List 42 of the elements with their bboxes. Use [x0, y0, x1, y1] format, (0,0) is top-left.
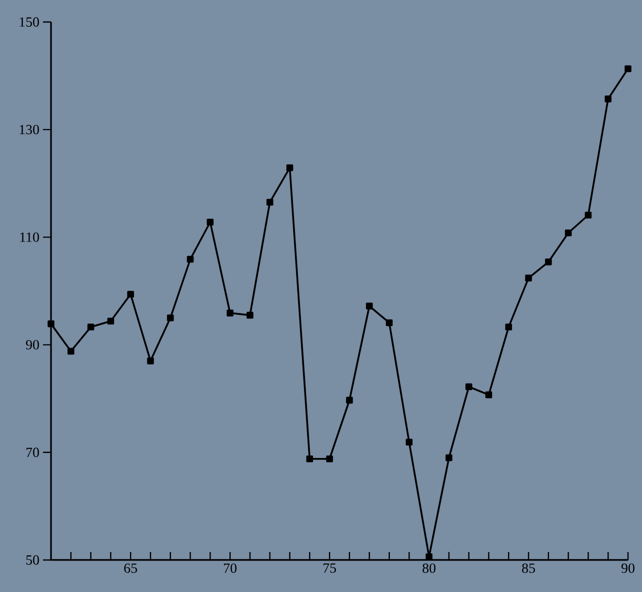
x-tick-label: 80	[422, 564, 436, 573]
point	[426, 553, 432, 560]
y-tick-label: 130	[20, 124, 39, 134]
point	[186, 256, 194, 263]
point	[107, 318, 114, 325]
point	[525, 274, 532, 282]
y-tick-label: 150	[20, 17, 39, 27]
point	[326, 455, 333, 462]
x-tick-label: 65	[124, 564, 138, 573]
y-tick-label: 90	[26, 340, 39, 350]
point	[226, 310, 234, 316]
point	[624, 65, 632, 72]
point	[366, 302, 373, 310]
x-tick-label: 75	[324, 563, 336, 573]
point	[584, 212, 592, 219]
point	[306, 455, 314, 462]
point	[505, 324, 512, 330]
point	[206, 218, 214, 226]
point	[286, 164, 294, 172]
point	[48, 320, 54, 328]
point	[465, 383, 472, 390]
x-tick-label: 85	[522, 564, 535, 573]
point	[127, 290, 134, 298]
y-tick-label: 110	[20, 232, 39, 242]
point	[564, 229, 572, 236]
point	[246, 312, 254, 319]
point	[545, 258, 552, 266]
point	[346, 396, 353, 404]
point	[87, 324, 94, 330]
point	[604, 96, 612, 102]
x-tick-label: 70	[224, 564, 237, 573]
point	[68, 348, 74, 355]
y-tick-label: 70	[26, 448, 39, 458]
point	[266, 198, 274, 206]
point	[147, 358, 154, 364]
point	[386, 319, 393, 326]
point	[485, 391, 492, 398]
x-tick-label: 90	[621, 564, 634, 573]
point	[446, 454, 452, 462]
point	[166, 314, 174, 322]
point	[406, 438, 413, 446]
y-tick-label: 50	[26, 555, 39, 565]
